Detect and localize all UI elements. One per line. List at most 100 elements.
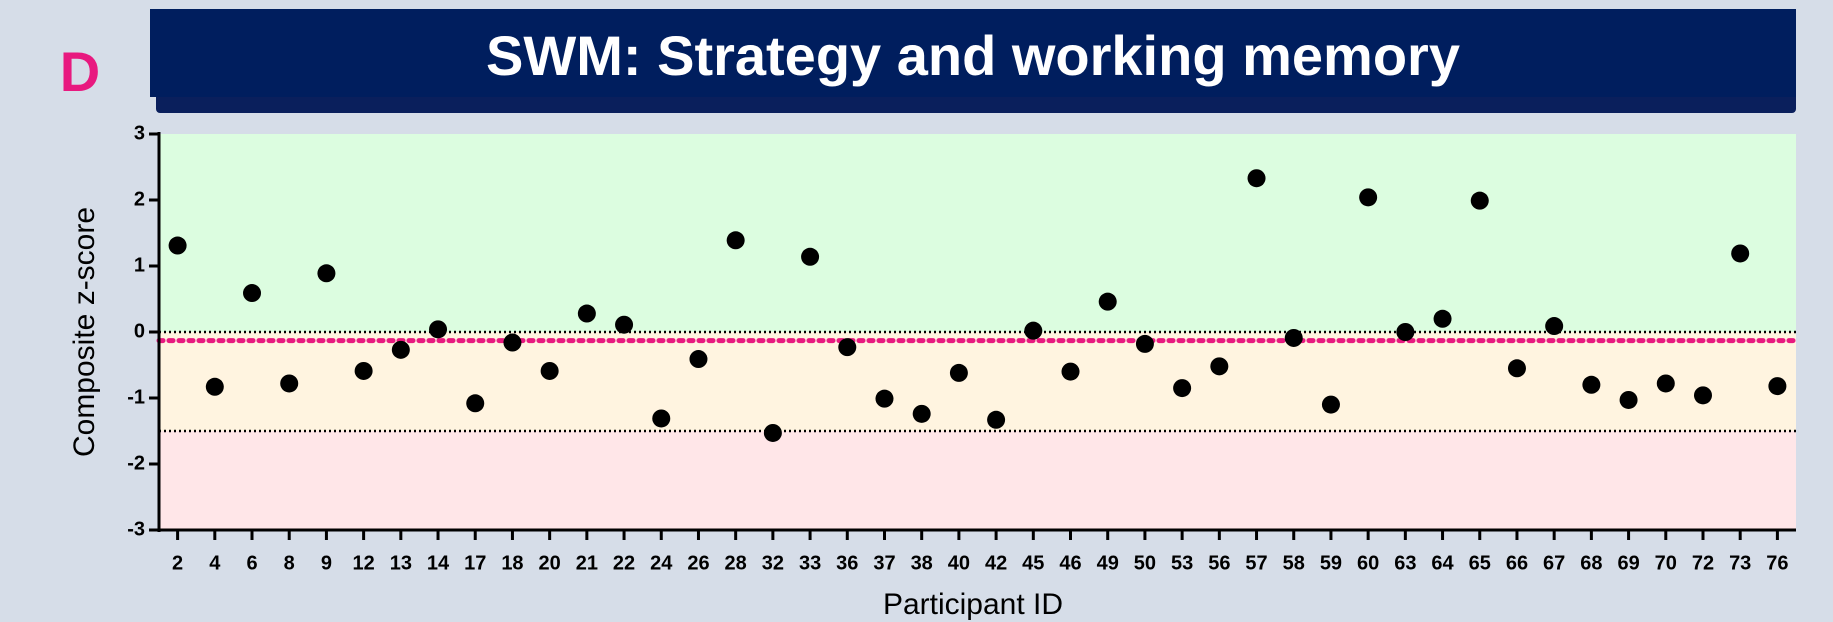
x-tick-label: 53 — [1171, 552, 1193, 574]
point — [726, 231, 745, 250]
title-banner — [150, 9, 1796, 97]
chart-title: SWM: Strategy and working memory — [486, 24, 1460, 87]
x-tick-label: 50 — [1134, 552, 1156, 574]
point — [503, 333, 522, 352]
point — [1247, 169, 1266, 188]
point — [689, 350, 708, 369]
x-tick-label: 70 — [1655, 552, 1677, 574]
x-tick-label: 72 — [1692, 552, 1714, 574]
point — [1173, 379, 1192, 398]
x-tick-label: 68 — [1580, 552, 1602, 574]
x-tick-label: 4 — [209, 552, 221, 574]
point — [1507, 359, 1526, 378]
point — [1731, 244, 1750, 263]
point — [1284, 328, 1303, 347]
panel-label: D — [60, 40, 100, 103]
x-tick-label: 22 — [613, 552, 635, 574]
y-tick-label: -1 — [127, 386, 145, 408]
point — [1210, 357, 1229, 376]
x-tick-label: 18 — [501, 552, 523, 574]
x-tick-label: 8 — [284, 552, 295, 574]
x-tick-label: 40 — [948, 552, 970, 574]
band — [159, 332, 1796, 431]
point — [1098, 292, 1117, 311]
x-tick-label: 67 — [1543, 552, 1565, 574]
band — [159, 134, 1796, 332]
x-tick-label: 12 — [353, 552, 375, 574]
point — [875, 389, 894, 408]
point — [801, 247, 820, 266]
x-tick-label: 20 — [539, 552, 561, 574]
point — [1619, 390, 1638, 409]
x-tick-label: 69 — [1617, 552, 1639, 574]
x-tick-label: 38 — [911, 552, 933, 574]
point — [652, 409, 671, 428]
point — [615, 315, 634, 334]
band — [159, 431, 1796, 530]
x-tick-label: 17 — [464, 552, 486, 574]
x-axis-label: Participant ID — [883, 588, 1063, 621]
point — [1656, 374, 1675, 393]
point — [1693, 386, 1712, 405]
point — [391, 340, 410, 359]
point — [987, 410, 1006, 429]
x-tick-label: 28 — [725, 552, 747, 574]
x-tick-label: 37 — [873, 552, 895, 574]
y-tick-label: -2 — [127, 452, 145, 474]
point — [1545, 317, 1564, 336]
x-tick-label: 66 — [1506, 552, 1528, 574]
y-tick-label: 2 — [134, 188, 145, 210]
x-tick-label: 64 — [1431, 552, 1454, 574]
y-axis-label: Composite z-score — [68, 207, 101, 457]
point — [466, 394, 485, 413]
point — [1768, 377, 1787, 396]
x-tick-label: 65 — [1469, 552, 1491, 574]
x-tick-label: 45 — [1022, 552, 1044, 574]
x-tick-label: 57 — [1245, 552, 1267, 574]
x-tick-label: 36 — [836, 552, 858, 574]
x-tick-label: 60 — [1357, 552, 1379, 574]
x-tick-label: 42 — [985, 552, 1007, 574]
point — [205, 377, 224, 396]
point — [540, 361, 559, 380]
x-tick-label: 59 — [1320, 552, 1342, 574]
point — [1470, 191, 1489, 210]
point — [949, 363, 968, 382]
x-tick-label: 2 — [172, 552, 183, 574]
point — [317, 264, 336, 283]
x-tick-label: 56 — [1208, 552, 1230, 574]
x-tick-label: 14 — [427, 552, 450, 574]
x-tick-label: 33 — [799, 552, 821, 574]
point — [1135, 334, 1154, 353]
x-tick-label: 32 — [762, 552, 784, 574]
y-tick-label: 1 — [134, 254, 145, 276]
point — [243, 284, 262, 303]
point — [1582, 375, 1601, 394]
point — [763, 423, 782, 442]
x-tick-label: 49 — [1097, 552, 1119, 574]
y-tick-label: 3 — [134, 122, 145, 144]
point — [577, 304, 596, 323]
point — [168, 236, 187, 255]
x-tick-label: 6 — [246, 552, 257, 574]
point — [1061, 362, 1080, 381]
point — [838, 338, 857, 357]
point — [1396, 323, 1415, 341]
point — [1433, 309, 1452, 328]
x-tick-label: 24 — [650, 552, 673, 574]
x-tick-label: 76 — [1766, 552, 1788, 574]
x-tick-label: 46 — [1059, 552, 1081, 574]
point — [429, 320, 448, 339]
point — [1321, 395, 1340, 414]
y-tick-label: -3 — [127, 518, 145, 540]
x-tick-label: 58 — [1283, 552, 1305, 574]
x-tick-label: 9 — [321, 552, 332, 574]
point — [1359, 188, 1378, 207]
x-tick-label: 13 — [390, 552, 412, 574]
point — [912, 404, 931, 423]
point — [354, 361, 373, 380]
point — [1024, 321, 1043, 340]
y-tick-label: 0 — [134, 320, 145, 342]
x-tick-label: 26 — [687, 552, 709, 574]
